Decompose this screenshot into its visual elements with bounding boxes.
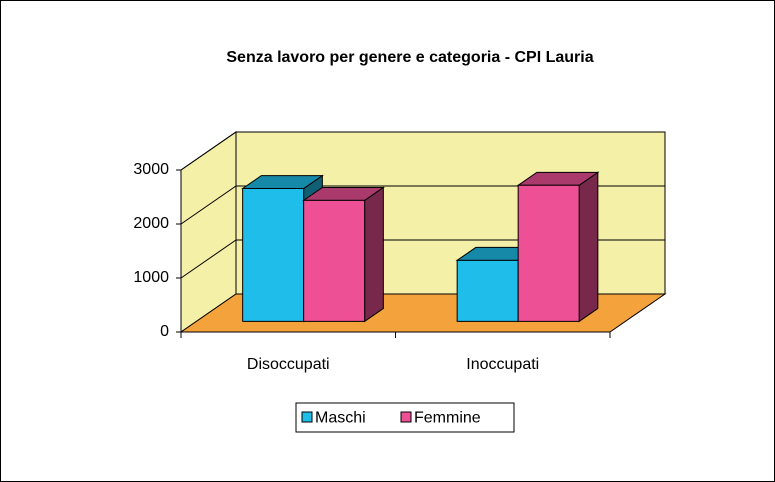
legend-label: Femmine [414,410,481,427]
bar-front [517,184,580,322]
y-tick-label: 1000 [133,269,169,286]
x-tick-label: Disoccupati [247,356,330,373]
x-tick-label: Inoccupati [466,356,539,373]
y-tick-label: 0 [160,323,169,340]
y-tick-label: 2000 [133,215,169,232]
bar-side [578,171,599,323]
bar [516,171,600,323]
bar-front [242,188,305,322]
grid-line [180,131,665,171]
chart-title: Senza lavoro per genere e categoria - CP… [226,49,593,66]
bar-front [456,259,519,322]
legend-label: Maschi [315,410,366,427]
legend-swatch [400,411,412,423]
bar-front [303,199,366,322]
legend-swatch [301,411,313,423]
y-tick-label: 3000 [133,161,169,178]
bar [302,186,385,323]
bar-side [364,186,384,323]
